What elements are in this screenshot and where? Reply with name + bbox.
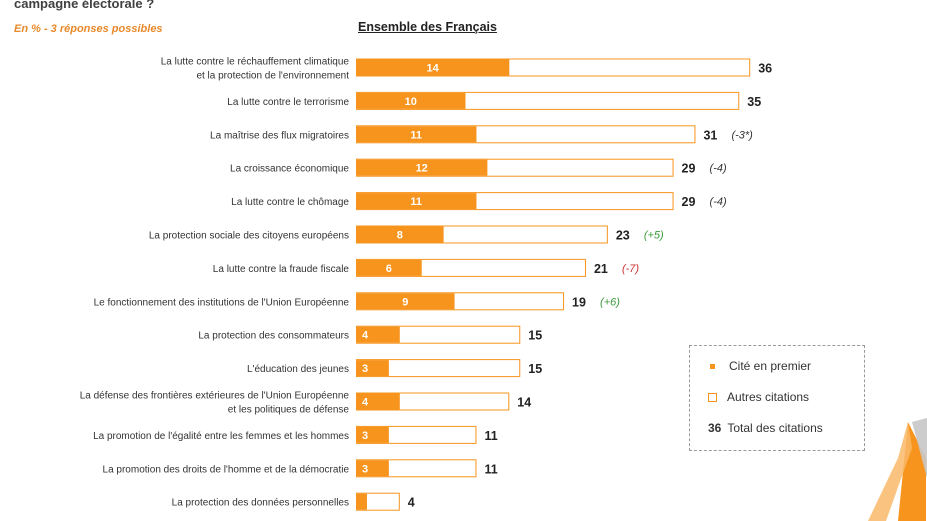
bar-first-label: 12 [416,163,428,175]
category-label-line: La croissance économique [230,164,349,175]
legend-total-number: 36 [708,421,722,435]
bar-total-label: 23 [616,229,630,243]
bar-total-label: 31 [703,128,717,142]
bar-first-label: 3 [362,463,368,475]
bar-total-label: 29 [682,162,696,176]
category-label-line: La lutte contre le terrorisme [227,97,349,108]
bar-first [356,159,488,176]
bar-total-label: 15 [528,362,542,376]
category-label: La lutte contre le réchauffement climati… [161,57,350,82]
bar-total-label: 35 [747,95,761,109]
bar-first-label: 3 [362,430,368,442]
bar-first [356,360,389,377]
legend-label-other: Autres citations [727,390,810,404]
bar-total-label: 19 [572,295,586,309]
bar-total-label: 14 [517,396,531,410]
category-label: La promotion de l'égalité entre les femm… [93,431,349,442]
bar-first [356,226,444,243]
change-label: (-7) [622,263,639,275]
bar-first-label: 10 [405,96,417,108]
category-label-line: La protection sociale des citoyens europ… [149,231,349,242]
bar-first [356,293,455,310]
category-label-line: La protection des données personnelles [172,498,349,509]
legend-item-total: 36 Total des citations [708,421,823,435]
bar-first-label: 9 [402,296,408,308]
bar-first [356,193,477,210]
change-label: (-4) [710,163,727,175]
legend-swatch-outline [708,392,717,402]
legend-label-total: Total des citations [727,421,823,435]
bar-first [356,126,477,143]
bar-first-label: 11 [410,129,422,141]
category-label: La lutte contre la fraude fiscale [213,264,350,275]
bar-first [356,426,389,443]
bar-first-label: 6 [386,263,392,275]
bar-first [356,59,510,76]
category-label-line: et la protection de l'environnement [196,71,349,82]
bar-first-label: 1 [367,497,373,509]
legend: Cité en premier Autres citations 36 Tota… [689,345,865,451]
bar-total-label: 11 [484,462,497,476]
bar-first-label: 4 [362,330,369,342]
category-label-line: L'éducation des jeunes [247,364,349,375]
category-label-line: La lutte contre la fraude fiscale [213,264,350,275]
survey-question: campagne électorale ? [14,0,155,11]
category-label-line: Le fonctionnement des institutions de l'… [94,297,350,308]
bar-total-label: 4 [408,496,415,510]
category-label: L'éducation des jeunes [247,364,349,375]
category-label: La maîtrise des flux migratoires [210,130,349,141]
bar-first-label: 4 [362,397,369,409]
brand-logo-icon [868,418,927,521]
category-label: La protection sociale des citoyens europ… [149,231,349,242]
bar-first [356,326,400,343]
bar-first [356,259,422,276]
bar-first-label: 11 [410,196,422,208]
category-label: La lutte contre le chômage [231,197,349,208]
change-label: (+6) [600,296,620,308]
bar-first-label: 8 [397,230,403,242]
chart-title: Ensemble des Français [358,20,497,34]
category-label: La promotion des droits de l'homme et de… [103,464,350,475]
bar-first [356,460,389,477]
category-label-line: et les politiques de défense [228,405,350,416]
category-label-line: La lutte contre le réchauffement climati… [161,57,350,68]
change-label: (-4) [710,196,727,208]
bar-total-label: 36 [758,62,772,76]
bar-first [356,393,400,410]
bar-first [356,493,367,510]
category-label: Le fonctionnement des institutions de l'… [94,297,350,308]
legend-item-first: Cité en premier [708,359,811,373]
category-label-line: La lutte contre le chômage [231,197,349,208]
category-label-line: La promotion de l'égalité entre les femm… [93,431,349,442]
survey-subtitle: En % - 3 réponses possibles [14,23,163,35]
change-label: (+5) [644,230,664,242]
legend-label-first: Cité en premier [729,359,812,373]
category-label: La protection des consommateurs [198,331,349,342]
category-label: La lutte contre le terrorisme [227,97,349,108]
bar-total-label: 15 [528,329,542,343]
bar-total-label: 11 [484,429,497,443]
legend-item-other: Autres citations [708,390,809,404]
bar-total-label: 21 [594,262,608,276]
category-label: La croissance économique [230,164,349,175]
legend-swatch-filled [710,363,715,369]
bar-first-label: 3 [362,363,368,375]
bar-total-label: 29 [682,195,696,209]
bar-first-label: 14 [427,63,440,75]
category-label: La défense des frontières extérieures de… [80,391,350,416]
change-label: (-3*) [731,129,753,141]
category-label-line: La maîtrise des flux migratoires [210,130,349,141]
category-label: La protection des données personnelles [172,498,349,509]
bar-first [356,92,466,109]
category-label-line: La défense des frontières extérieures de… [80,391,350,402]
category-label-line: La promotion des droits de l'homme et de… [103,464,350,475]
category-label-line: La protection des consommateurs [198,331,349,342]
